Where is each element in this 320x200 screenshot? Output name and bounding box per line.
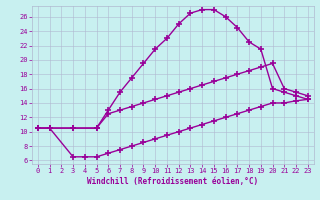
X-axis label: Windchill (Refroidissement éolien,°C): Windchill (Refroidissement éolien,°C) xyxy=(87,177,258,186)
